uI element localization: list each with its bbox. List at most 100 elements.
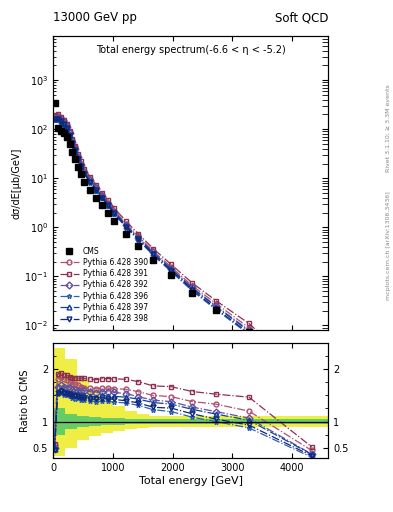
- Pythia 6.428 392: [79, 161, 84, 167]
- CMS: [52, 100, 57, 106]
- Pythia 6.428 396: [82, 172, 87, 178]
- Pythia 6.428 397: [214, 304, 219, 310]
- Pythia 6.428 397: [73, 147, 78, 153]
- Pythia 6.428 390: [136, 233, 141, 239]
- Pythia 6.428 391: [190, 280, 195, 286]
- Text: mcplots.cern.ch [arXiv:1306.3436]: mcplots.cern.ch [arXiv:1306.3436]: [386, 191, 391, 300]
- Pythia 6.428 391: [246, 321, 251, 327]
- CMS: [246, 329, 251, 335]
- Pythia 6.428 398: [73, 147, 78, 154]
- Pythia 6.428 391: [61, 117, 66, 123]
- Pythia 6.428 397: [82, 170, 87, 176]
- Pythia 6.428 397: [136, 235, 141, 241]
- Pythia 6.428 398: [190, 287, 195, 293]
- Pythia 6.428 392: [94, 185, 99, 191]
- Pythia 6.428 396: [136, 237, 141, 243]
- CMS: [67, 141, 72, 147]
- Pythia 6.428 390: [52, 113, 57, 119]
- Legend: CMS, Pythia 6.428 390, Pythia 6.428 391, Pythia 6.428 392, Pythia 6.428 396, Pyt: CMS, Pythia 6.428 390, Pythia 6.428 391,…: [57, 244, 151, 327]
- Pythia 6.428 390: [64, 122, 69, 128]
- Text: Soft QCD: Soft QCD: [275, 11, 328, 24]
- Pythia 6.428 398: [88, 179, 93, 185]
- Pythia 6.428 392: [64, 124, 69, 130]
- Pythia 6.428 390: [124, 221, 129, 227]
- Pythia 6.428 392: [100, 193, 105, 199]
- Pythia 6.428 392: [88, 177, 93, 183]
- Line: Pythia 6.428 392: Pythia 6.428 392: [52, 115, 314, 390]
- CMS: [190, 289, 195, 295]
- Pythia 6.428 396: [151, 252, 156, 259]
- Pythia 6.428 391: [64, 121, 69, 127]
- Pythia 6.428 397: [190, 285, 195, 291]
- Pythia 6.428 397: [52, 116, 57, 122]
- Pythia 6.428 396: [88, 180, 93, 186]
- Pythia 6.428 390: [61, 118, 66, 124]
- Pythia 6.428 392: [246, 327, 251, 333]
- Pythia 6.428 398: [214, 306, 219, 312]
- Pythia 6.428 392: [61, 120, 66, 126]
- Pythia 6.428 390: [79, 160, 84, 166]
- Pythia 6.428 396: [64, 126, 69, 132]
- Pythia 6.428 392: [136, 234, 141, 241]
- Pythia 6.428 391: [55, 112, 60, 118]
- Pythia 6.428 398: [246, 330, 251, 336]
- Pythia 6.428 396: [67, 133, 72, 139]
- Pythia 6.428 396: [52, 117, 57, 123]
- Pythia 6.428 392: [52, 115, 57, 121]
- Pythia 6.428 396: [214, 307, 219, 313]
- Pythia 6.428 398: [151, 251, 156, 258]
- Pythia 6.428 398: [124, 224, 129, 230]
- Pythia 6.428 396: [58, 118, 63, 124]
- CMS: [82, 179, 87, 185]
- CMS: [61, 131, 66, 137]
- Pythia 6.428 396: [55, 116, 60, 122]
- Pythia 6.428 392: [58, 117, 63, 123]
- Pythia 6.428 398: [70, 140, 75, 146]
- Pythia 6.428 392: [70, 139, 75, 145]
- Pythia 6.428 396: [190, 288, 195, 294]
- Pythia 6.428 390: [58, 115, 63, 121]
- Pythia 6.428 397: [64, 125, 69, 131]
- Pythia 6.428 391: [124, 218, 129, 224]
- Pythia 6.428 397: [61, 121, 66, 127]
- Text: CMS_2017_I1511284: CMS_2017_I1511284: [154, 342, 227, 349]
- Pythia 6.428 390: [73, 144, 78, 151]
- Pythia 6.428 398: [67, 132, 72, 138]
- Pythia 6.428 397: [76, 155, 81, 161]
- Y-axis label: dσ/dE[μb/GeV]: dσ/dE[μb/GeV]: [11, 147, 22, 219]
- Text: Rivet 3.1.10; ≥ 3.3M events: Rivet 3.1.10; ≥ 3.3M events: [386, 84, 391, 172]
- Pythia 6.428 390: [151, 248, 156, 254]
- Pythia 6.428 391: [52, 112, 57, 118]
- Pythia 6.428 390: [70, 137, 75, 143]
- CMS: [124, 231, 129, 237]
- Pythia 6.428 392: [106, 201, 111, 207]
- Pythia 6.428 390: [82, 168, 87, 174]
- Pythia 6.428 392: [169, 265, 174, 271]
- Pythia 6.428 392: [309, 384, 314, 390]
- Pythia 6.428 398: [61, 121, 66, 127]
- Pythia 6.428 391: [88, 174, 93, 180]
- Pythia 6.428 397: [246, 328, 251, 334]
- CMS: [214, 307, 219, 313]
- CMS: [106, 210, 111, 216]
- Pythia 6.428 396: [246, 331, 251, 337]
- CMS: [79, 172, 84, 178]
- Pythia 6.428 390: [246, 325, 251, 331]
- Pythia 6.428 396: [124, 224, 129, 230]
- CMS: [70, 148, 75, 155]
- CMS: [100, 202, 105, 208]
- Pythia 6.428 392: [76, 154, 81, 160]
- CMS: [64, 134, 69, 140]
- Pythia 6.428 390: [190, 283, 195, 289]
- Pythia 6.428 398: [169, 267, 174, 273]
- Pythia 6.428 391: [70, 136, 75, 142]
- Pythia 6.428 392: [82, 169, 87, 175]
- Pythia 6.428 391: [309, 378, 314, 384]
- Pythia 6.428 396: [73, 148, 78, 154]
- CMS: [76, 164, 81, 170]
- Pythia 6.428 391: [73, 143, 78, 149]
- Pythia 6.428 391: [58, 114, 63, 120]
- Pythia 6.428 390: [112, 207, 117, 214]
- Pythia 6.428 398: [64, 125, 69, 132]
- Pythia 6.428 397: [58, 118, 63, 124]
